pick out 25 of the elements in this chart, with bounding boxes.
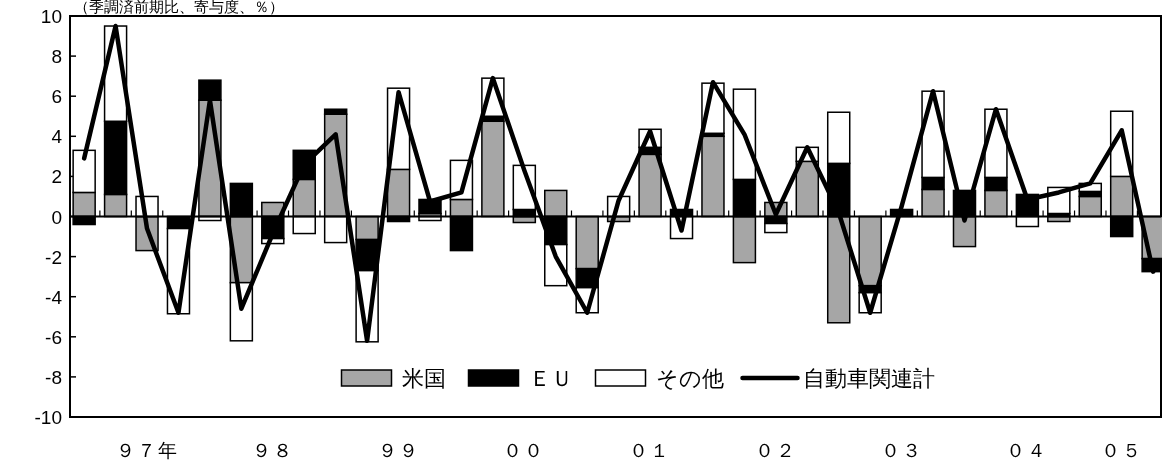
- x-tick-label: ９８: [251, 440, 294, 461]
- x-tick-label: ０５: [1100, 440, 1143, 461]
- y-tick-label: -2: [45, 246, 62, 268]
- legend-label: ＥＵ: [528, 366, 573, 391]
- y-tick-label: 0: [51, 206, 62, 228]
- x-tick-label: ０３: [880, 440, 923, 461]
- y-tick-label: 2: [51, 166, 62, 188]
- x-tick-label: ９７年: [115, 440, 179, 461]
- x-tick-label: ０１: [629, 440, 672, 461]
- x-tick-label: ００: [503, 440, 546, 461]
- legend-label: その他: [655, 366, 724, 391]
- y-tick-label: -6: [45, 326, 62, 348]
- y-axis-title: （季調済前期比、寄与度、％）: [74, 0, 284, 15]
- y-tick-label: 4: [51, 126, 63, 148]
- y-tick-label: 8: [51, 46, 62, 68]
- legend-label: 米国: [401, 366, 446, 391]
- y-tick-label: -4: [45, 286, 63, 308]
- x-tick-label: ０２: [754, 440, 797, 461]
- y-tick-label: 10: [40, 6, 62, 27]
- x-tick-label: ９９: [377, 440, 420, 461]
- y-tick-label: -10: [34, 407, 62, 428]
- y-tick-label: 6: [51, 86, 62, 108]
- legend-label: 自動車関連計: [802, 366, 935, 391]
- y-tick-label: -8: [45, 366, 62, 388]
- x-tick-label: ０４: [1006, 440, 1049, 461]
